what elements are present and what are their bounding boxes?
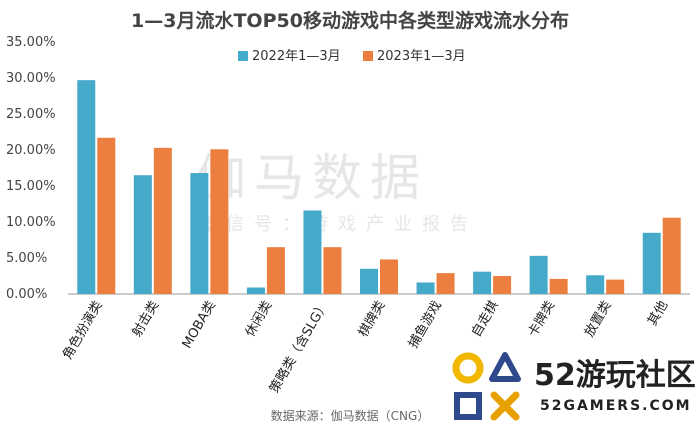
legend-label: 2022年1—3月 [252,49,341,64]
y-tick-label: 15.00% [6,179,56,194]
x-tick-label: MOBA类 [180,299,219,352]
x-tick-label: 放置类 [582,299,614,340]
logo-title: 52游玩社区 [534,358,696,393]
bar-series-1 [473,271,492,294]
bar-series-1 [133,175,152,294]
x-tick-label: 休闲类 [243,299,275,340]
bar-series-1 [246,287,265,294]
bar-series-2 [493,276,512,294]
logo-symbols-icon [452,352,521,421]
y-tick-label: 35.00% [6,35,56,50]
x-tick-label: 角色扮演类 [59,298,105,362]
legend-swatch [363,51,373,61]
x-tick-label: 射击类 [129,298,162,340]
bar-series-2 [662,217,681,294]
bar-series-2 [97,137,116,294]
y-tick-label: 10.00% [6,215,56,230]
y-tick-label: 20.00% [6,143,56,158]
x-tick-label: 自走棋 [469,299,501,340]
bar-series-2 [380,259,398,294]
y-tick-label: 30.00% [6,71,56,86]
site-logo[interactable]: 52游玩社区 52GAMERS.COM [448,348,698,428]
bar-series-1 [642,232,661,294]
bar-series-2 [436,273,455,294]
x-tick-label: 其他 [645,299,671,329]
y-tick-label: 0.00% [6,287,47,302]
source-note: 数据来源：伽马数据（CNG） [270,409,430,423]
x-tick-label: 捕鱼游戏 [405,298,445,351]
x-tick-label: 卡牌类 [525,298,558,340]
y-tick-label: 25.00% [6,107,56,122]
bar-series-1 [529,255,548,294]
x-tick-label: 棋牌类 [355,298,388,340]
legend-swatch [238,51,248,61]
bar-series-2 [153,147,172,294]
bar-series-2 [323,247,342,294]
logo-domain: 52GAMERS.COM [540,398,692,414]
bar-series-1 [77,80,96,294]
bar-series-1 [416,282,435,294]
bar-series-1 [586,275,605,294]
bar-series-2 [266,247,285,294]
x-tick-label: 策略类（含SLG） [266,298,332,396]
y-tick-label: 5.00% [6,251,47,266]
bar-series-2 [210,149,229,294]
bar-series-2 [606,279,625,294]
bar-series-1 [303,210,322,294]
bar-series-2 [549,278,568,294]
bar-series-1 [190,173,209,294]
legend-label: 2023年1—3月 [377,49,466,64]
chart-title: 1—3月流水TOP50移动游戏中各类型游戏流水分布 [131,10,569,32]
bar-series-1 [360,268,378,294]
